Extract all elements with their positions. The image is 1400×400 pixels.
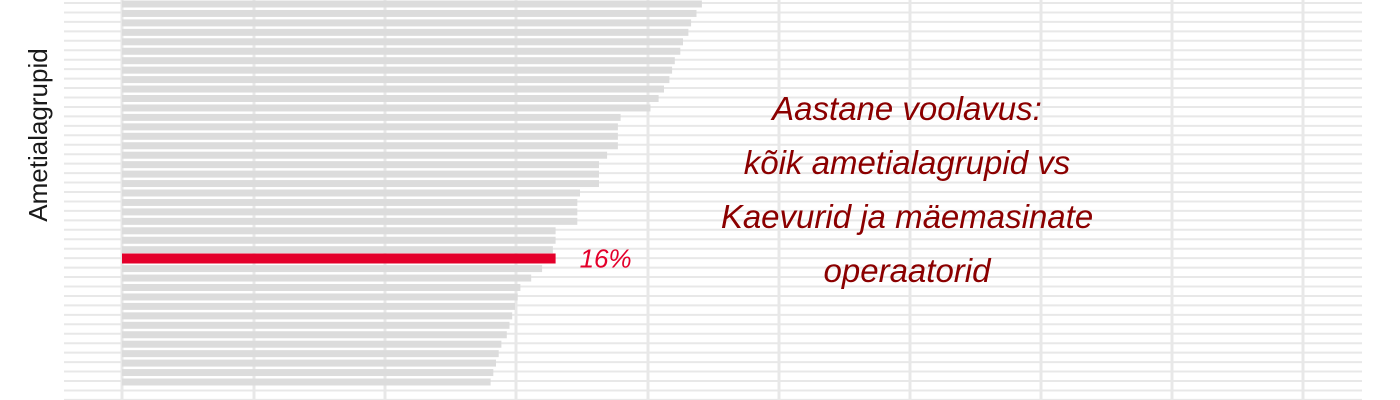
bar bbox=[122, 0, 702, 8]
bar bbox=[122, 265, 543, 273]
highlight-value-label: 16% bbox=[580, 244, 632, 274]
bar bbox=[122, 47, 681, 55]
bar bbox=[122, 9, 697, 17]
bar bbox=[122, 350, 499, 358]
bar bbox=[122, 38, 683, 46]
bar bbox=[122, 198, 578, 206]
bar bbox=[122, 95, 659, 102]
bar bbox=[122, 189, 580, 197]
bar bbox=[122, 284, 521, 291]
bar bbox=[122, 274, 532, 282]
bar bbox=[122, 340, 502, 348]
bar bbox=[122, 161, 599, 169]
highlight-group: 16% bbox=[122, 244, 632, 274]
bar bbox=[122, 19, 692, 27]
bar bbox=[122, 378, 491, 386]
annotation: Aastane voolavus: kõik ametialagrupid vs K… bbox=[721, 90, 1093, 289]
bar bbox=[122, 142, 618, 150]
annotation-line: Aastane voolavus: bbox=[770, 90, 1042, 127]
bar bbox=[122, 180, 599, 188]
bar bbox=[122, 302, 515, 310]
bar bbox=[122, 66, 673, 74]
bar bbox=[122, 123, 618, 131]
bar bbox=[122, 293, 518, 301]
bar bbox=[122, 321, 510, 329]
bar bbox=[122, 151, 608, 159]
y-axis-label: Ametialagrupid bbox=[23, 48, 53, 221]
bar bbox=[122, 331, 507, 339]
highlight-bar bbox=[122, 253, 556, 264]
bar bbox=[122, 369, 494, 377]
bar bbox=[122, 132, 618, 140]
bar bbox=[122, 104, 651, 112]
bar bbox=[122, 208, 578, 216]
bar bbox=[122, 85, 664, 93]
bar bbox=[122, 76, 670, 84]
bar bbox=[122, 246, 553, 254]
bars bbox=[122, 0, 702, 386]
bar bbox=[122, 236, 556, 244]
bar bbox=[122, 57, 675, 65]
bar bbox=[122, 170, 599, 178]
bar bbox=[122, 113, 621, 121]
bar bbox=[122, 217, 578, 225]
annotation-line: Kaevurid ja mäemasinate bbox=[721, 198, 1093, 235]
annotation-line: kõik ametialagrupid vs bbox=[744, 144, 1071, 181]
bar bbox=[122, 312, 513, 320]
bar bbox=[122, 28, 689, 36]
annotation-line: operaatorid bbox=[824, 252, 993, 289]
bar bbox=[122, 359, 496, 367]
bar bbox=[122, 227, 556, 235]
